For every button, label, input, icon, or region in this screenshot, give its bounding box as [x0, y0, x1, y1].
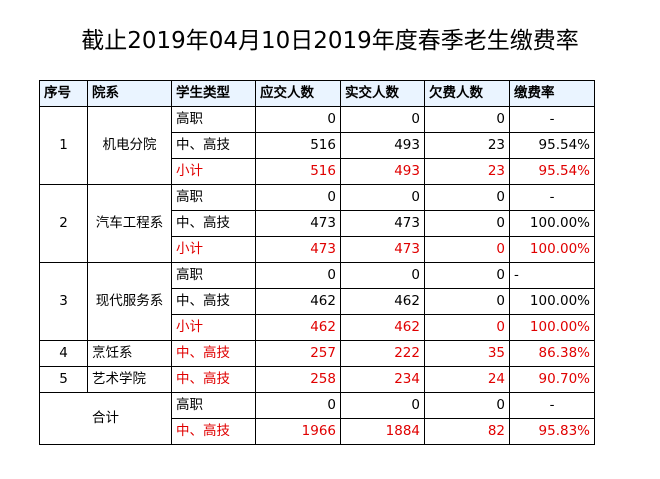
- subtotal-row: 小计 516 493 23 95.54%: [40, 158, 595, 185]
- dept-name: 现代服务系: [87, 262, 172, 341]
- pay-rate: 100.00%: [509, 288, 595, 315]
- due-count: 462: [255, 288, 341, 315]
- total-label: 合计: [39, 392, 172, 445]
- student-type: 高职: [171, 184, 256, 211]
- paid-count: 234: [340, 366, 425, 393]
- due-count: 473: [255, 210, 341, 237]
- header-type: 学生类型: [171, 80, 256, 107]
- pay-rate: 100.00%: [509, 210, 595, 237]
- table-row: 3 现代服务系 高职 0 0 0 -: [39, 262, 595, 341]
- paid-count: 462: [340, 314, 425, 341]
- student-type: 高职: [171, 106, 256, 133]
- owe-count: 0: [424, 236, 510, 263]
- paid-count: 493: [340, 132, 425, 159]
- pay-rate: 95.83%: [509, 418, 595, 445]
- header-dept: 院系: [87, 80, 172, 107]
- paid-count: 222: [340, 340, 425, 367]
- row-index: 2: [39, 184, 88, 263]
- student-type: 中、高技: [171, 418, 256, 445]
- dept-name: 艺术学院: [87, 366, 172, 393]
- student-type: 中、高技: [171, 132, 256, 159]
- table-header-row: 序号 院系 学生类型 应交人数 实交人数 欠费人数 缴费率: [39, 80, 595, 107]
- owe-count: 0: [424, 106, 510, 133]
- student-type: 高职: [171, 262, 256, 289]
- pay-rate: 100.00%: [509, 236, 595, 263]
- row-index: 4: [39, 340, 88, 367]
- due-count: 0: [255, 106, 341, 133]
- student-type: 中、高技: [171, 366, 256, 393]
- pay-rate: 86.38%: [509, 340, 595, 367]
- owe-count: 0: [424, 392, 510, 419]
- dept-name: 烹饪系: [87, 340, 172, 367]
- table-row: 4 烹饪系 中、高技 257 222 35 86.38%: [39, 340, 595, 367]
- due-count: 473: [255, 236, 341, 263]
- table-row: 1 机电分院 高职 0 0 0 -: [39, 106, 595, 185]
- dept-name: 汽车工程系: [87, 184, 172, 263]
- due-count: 257: [255, 340, 341, 367]
- row-index: 5: [39, 366, 88, 393]
- due-count: 258: [255, 366, 341, 393]
- due-count: 516: [255, 132, 341, 159]
- paid-count: 0: [340, 106, 425, 133]
- owe-count: 0: [424, 288, 510, 315]
- owe-count: 0: [424, 184, 510, 211]
- subtotal-row: 小计 462 462 0 100.00%: [40, 314, 595, 341]
- owe-count: 0: [424, 210, 510, 237]
- student-type: 小计: [171, 236, 256, 263]
- owe-count: 23: [424, 132, 510, 159]
- due-count: 516: [255, 158, 341, 185]
- header-rate: 缴费率: [509, 80, 595, 107]
- header-paid: 实交人数: [340, 80, 425, 107]
- due-count: 462: [255, 314, 341, 341]
- pay-rate: -: [509, 262, 595, 289]
- paid-count: 0: [340, 392, 425, 419]
- due-count: 0: [255, 184, 341, 211]
- header-owe: 欠费人数: [424, 80, 510, 107]
- fee-rate-table: 序号 院系 学生类型 应交人数 实交人数 欠费人数 缴费率 1 机电分院 高职 …: [39, 80, 595, 445]
- total-row: 中、高技 1966 1884 82 95.83%: [40, 418, 595, 445]
- pay-rate: 95.54%: [509, 132, 595, 159]
- dept-name: 机电分院: [87, 106, 172, 185]
- paid-count: 0: [340, 184, 425, 211]
- student-type: 中、高技: [171, 340, 256, 367]
- table-row: 5 艺术学院 中、高技 258 234 24 90.70%: [39, 366, 595, 393]
- owe-count: 0: [424, 314, 510, 341]
- row-index: 1: [39, 106, 88, 185]
- pay-rate: 90.70%: [509, 366, 595, 393]
- student-type: 小计: [171, 158, 256, 185]
- owe-count: 23: [424, 158, 510, 185]
- student-type: 小计: [171, 314, 256, 341]
- owe-count: 35: [424, 340, 510, 367]
- due-count: 1966: [255, 418, 341, 445]
- row-index: 3: [39, 262, 88, 341]
- owe-count: 24: [424, 366, 510, 393]
- paid-count: 473: [340, 236, 425, 263]
- due-count: 0: [255, 392, 341, 419]
- paid-count: 473: [340, 210, 425, 237]
- owe-count: 0: [424, 262, 510, 289]
- student-type: 中、高技: [171, 210, 256, 237]
- total-row: 合计 高职 0 0 0 -: [39, 392, 595, 445]
- paid-count: 462: [340, 288, 425, 315]
- pay-rate: 95.54%: [509, 158, 595, 185]
- paid-count: 1884: [340, 418, 425, 445]
- pay-rate: -: [509, 184, 595, 211]
- paid-count: 0: [340, 262, 425, 289]
- pay-rate: -: [509, 106, 595, 133]
- header-due: 应交人数: [255, 80, 341, 107]
- subtotal-row: 小计 473 473 0 100.00%: [40, 236, 595, 263]
- page-title: 截止2019年04月10日2019年度春季老生缴费率: [81, 28, 579, 54]
- pay-rate: 100.00%: [509, 314, 595, 341]
- table-row: 2 汽车工程系 高职 0 0 0 -: [39, 184, 595, 263]
- table-row: 中、高技 516 493 23 95.54%: [40, 132, 595, 159]
- due-count: 0: [255, 262, 341, 289]
- header-index: 序号: [39, 80, 88, 107]
- paid-count: 493: [340, 158, 425, 185]
- owe-count: 82: [424, 418, 510, 445]
- student-type: 中、高技: [171, 288, 256, 315]
- pay-rate: -: [509, 392, 595, 419]
- student-type: 高职: [171, 392, 256, 419]
